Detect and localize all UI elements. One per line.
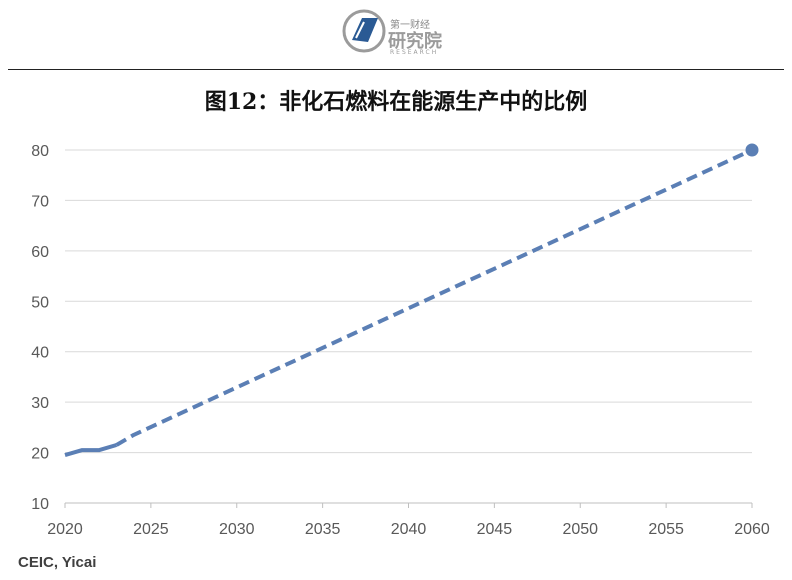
x-tick-label: 2060 — [734, 521, 770, 538]
header-divider — [8, 69, 784, 70]
x-tick-label: 2030 — [219, 521, 255, 538]
y-tick-label: 20 — [31, 446, 49, 463]
y-tick-label: 10 — [31, 496, 49, 513]
y-tick-label: 70 — [31, 193, 49, 210]
chart-title: 图12：非化石燃料在能源生产中的比例 — [204, 89, 588, 115]
logo-subtitle: 第一财经 — [390, 20, 430, 31]
x-tick-label: 2050 — [562, 521, 598, 538]
logo-english: RESEARCH — [390, 49, 439, 56]
logo-name: 研究院 — [388, 31, 442, 52]
x-tick-label: 2035 — [305, 521, 341, 538]
logo-icon — [342, 9, 386, 53]
logo: 第一财经 研究院 RESEARCH — [342, 8, 452, 56]
data-point-marker — [745, 143, 759, 157]
source-note: CEIC, Yicai — [18, 554, 97, 571]
y-tick-label: 40 — [31, 345, 49, 362]
x-tick-label: 2020 — [47, 521, 83, 538]
y-tick-label: 80 — [31, 143, 49, 160]
historical-line — [64, 443, 118, 458]
y-tick-label: 60 — [31, 244, 49, 261]
projection-line — [115, 148, 753, 447]
x-tick-label: 2045 — [477, 521, 513, 538]
x-tick-label: 2055 — [648, 521, 684, 538]
y-tick-label: 50 — [31, 294, 49, 311]
x-tick-label: 2025 — [133, 521, 169, 538]
x-tick-label: 2040 — [391, 521, 427, 538]
y-tick-label: 30 — [31, 395, 49, 412]
